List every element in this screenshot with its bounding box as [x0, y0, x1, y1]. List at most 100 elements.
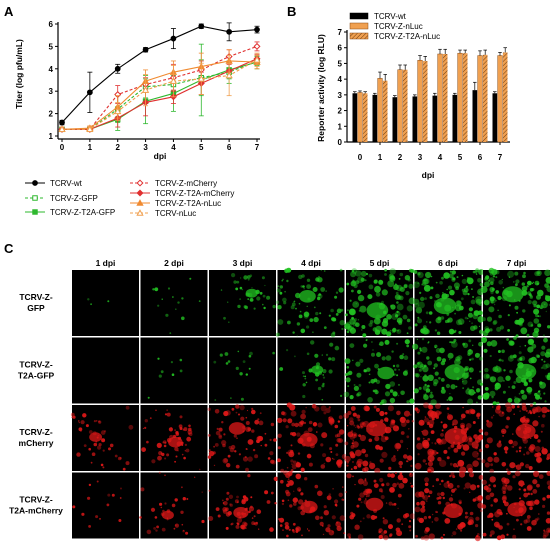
fluorescence-spot: [449, 358, 451, 361]
fluorescence-spot: [456, 485, 460, 488]
fluorescence-spot: [295, 530, 299, 533]
fluorescence-spot: [406, 332, 409, 335]
fluorescence-spot: [396, 320, 399, 323]
fluorescence-spot: [388, 524, 393, 530]
fluorescence-spot: [416, 361, 424, 369]
fluorescence-spot: [533, 318, 540, 324]
fluorescence-spot: [360, 425, 363, 429]
fluorescence-spot: [338, 438, 343, 443]
fluorescence-spot: [419, 291, 422, 294]
fluorescence-focus: [245, 288, 258, 298]
fluorescence-spot: [423, 534, 430, 541]
series-line: [61, 25, 258, 123]
fluorescence-spot: [213, 445, 216, 448]
fluorescence-spot: [480, 370, 482, 373]
fluorescence-spot: [477, 452, 479, 455]
fluorescence-spot: [477, 316, 485, 323]
fluorescence-spot: [175, 308, 177, 311]
fluorescence-spot: [408, 326, 412, 330]
fluorescence-spot: [213, 360, 217, 364]
fluorescence-spot: [440, 433, 444, 437]
fluorescence-spot: [347, 372, 350, 375]
fluorescence-spot: [398, 482, 405, 489]
fluorescence-spot: [320, 405, 327, 412]
fluorescence-spot: [344, 455, 351, 463]
fluorescence-spot: [479, 382, 484, 386]
fluorescence-spot: [385, 383, 391, 390]
fluorescence-spot: [188, 427, 192, 432]
fluorescence-spot: [416, 442, 423, 450]
fluorescence-spot: [359, 305, 367, 313]
fluorescence-spot: [374, 467, 381, 474]
fluorescence-spot: [358, 384, 362, 387]
fluorescence-spot: [400, 421, 407, 427]
fluorescence-spot: [445, 383, 451, 389]
fluorescence-spot: [218, 427, 223, 432]
fluorescence-spot: [442, 292, 444, 294]
fluorescence-spot: [363, 451, 366, 454]
fluorescence-spot: [439, 347, 445, 354]
fluorescence-spot: [226, 463, 231, 468]
y-tick-label: 3: [49, 87, 54, 96]
fluorescence-spot: [70, 412, 75, 417]
fluorescence-spot: [392, 391, 398, 397]
fluorescence-spot: [263, 306, 266, 310]
fluorescence-spot: [239, 298, 242, 300]
fluorescence-spot: [408, 283, 414, 289]
fluorescence-spot: [487, 456, 493, 463]
fluorescence-spot: [186, 498, 189, 500]
fluorescence-spot: [384, 391, 391, 397]
fluorescence-spot: [295, 307, 297, 310]
fluorescence-spot: [146, 440, 149, 444]
fluorescence-spot: [469, 368, 472, 370]
fluorescence-spot: [394, 471, 397, 474]
tile-background: [140, 337, 208, 404]
fluorescence-spot: [538, 415, 540, 418]
fluorescence-spot: [371, 352, 375, 357]
fluorescence-spot: [346, 425, 349, 427]
fluorescence-spot: [535, 354, 540, 358]
fluorescence-spot: [478, 474, 484, 480]
fluorescence-spot: [389, 487, 395, 493]
fluorescence-spot: [270, 422, 275, 427]
fluorescence-spot: [331, 457, 334, 460]
fluorescence-spot: [503, 446, 509, 451]
bar-TCRV-Z-T2A-nLuc: [402, 69, 408, 142]
fluorescence-spot: [493, 521, 500, 528]
fluorescence-spot: [235, 404, 240, 409]
micrograph-tile: [139, 471, 208, 539]
fluorescence-spot: [452, 531, 457, 536]
fluorescence-spot: [214, 443, 219, 447]
fluorescence-spot: [489, 534, 493, 537]
fluorescence-spot: [78, 421, 81, 424]
fluorescence-spot: [78, 420, 80, 422]
fluorescence-spot: [421, 495, 426, 499]
fluorescence-spot: [404, 369, 408, 373]
fluorescence-spot: [413, 281, 420, 289]
x-tick-label: 5: [458, 153, 463, 162]
fluorescence-spot: [462, 444, 470, 451]
fluorescence-spot: [364, 453, 369, 458]
fluorescence-spot: [87, 298, 90, 301]
fluorescence-spot: [461, 379, 468, 385]
fluorescence-spot: [544, 400, 547, 403]
bar-TCRV-wt: [372, 94, 378, 142]
fluorescence-spot: [144, 426, 147, 429]
fluorescence-spot: [272, 304, 276, 309]
fluorescence-spot: [161, 298, 163, 300]
fluorescence-spot: [242, 495, 247, 499]
fluorescence-spot: [479, 370, 481, 373]
fluorescence-spot: [237, 304, 241, 309]
legend-label: TCRV-Z-T2A-nLuc: [374, 32, 440, 41]
fluorescence-spot: [511, 404, 516, 409]
fluorescence-spot: [341, 327, 344, 331]
tile-background: [209, 270, 276, 336]
fluorescence-spot: [497, 376, 504, 383]
fluorescence-spot: [364, 479, 367, 482]
fluorescence-spot: [170, 361, 173, 364]
fluorescence-spot: [365, 496, 368, 498]
fluorescence-spot: [394, 294, 401, 300]
bar-TCRV-Z-nLuc: [357, 92, 363, 143]
fluorescence-spot: [422, 459, 426, 463]
fluorescence-spot: [468, 516, 474, 523]
